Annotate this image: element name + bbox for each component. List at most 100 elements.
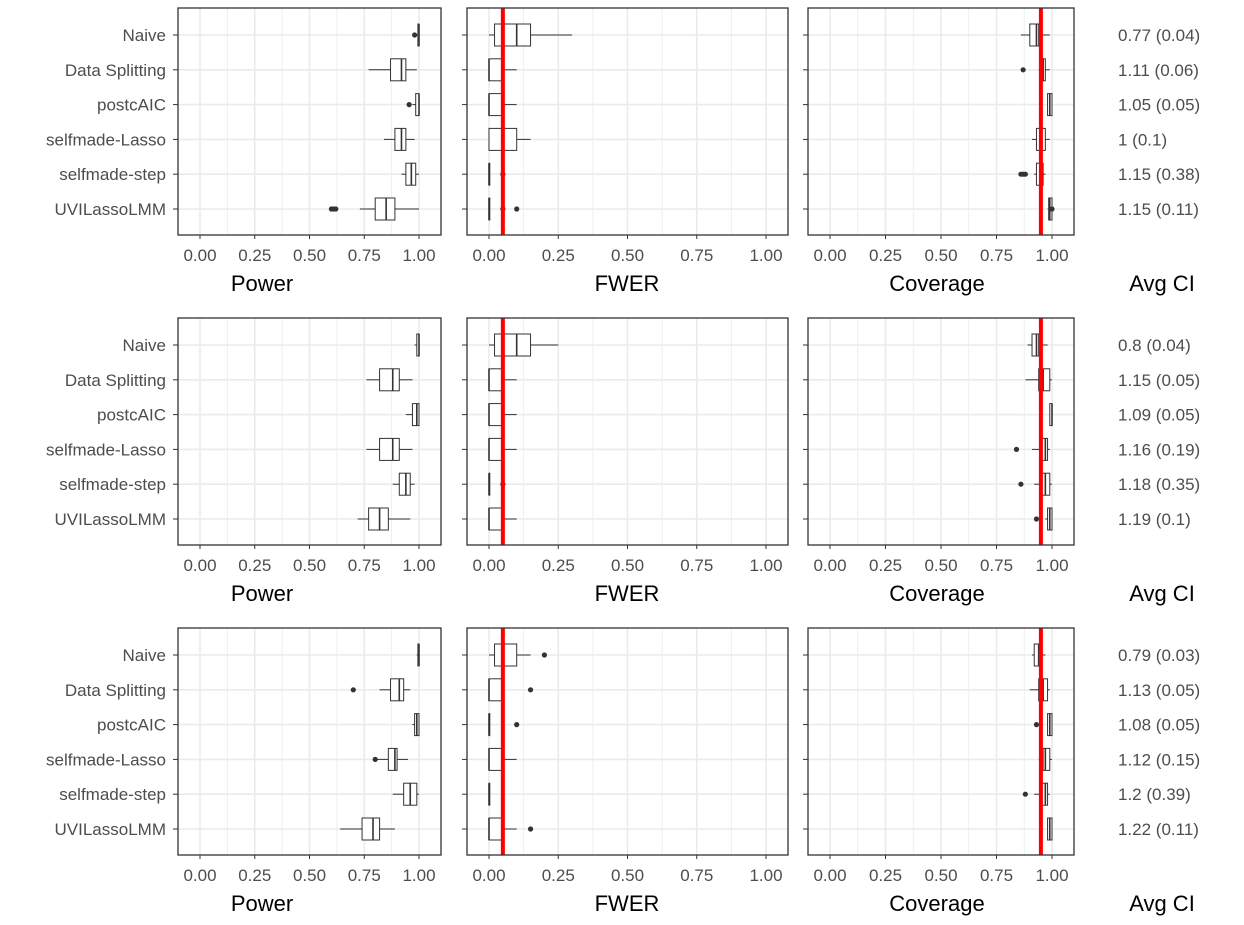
x-tick-label: 0.75: [348, 866, 381, 885]
outlier-point: [541, 652, 548, 658]
x-tick-label: 0.75: [680, 246, 713, 265]
box: [1042, 747, 1051, 771]
box: [361, 817, 381, 841]
outlier-point: [1013, 446, 1020, 452]
avg-ci-value: 1.15 (0.11): [1118, 200, 1199, 219]
x-tick-label: 0.75: [980, 866, 1013, 885]
x-tick-label: 0.75: [348, 556, 381, 575]
x-tick-label: 1.00: [402, 866, 435, 885]
x-tick-label: 1.00: [1035, 246, 1068, 265]
x-tick-label: 1.00: [1035, 866, 1068, 885]
box: [1038, 368, 1051, 392]
method-label: Naive: [123, 26, 166, 45]
outlier-point: [406, 102, 412, 108]
outlier-point: [372, 756, 378, 763]
box: [368, 507, 389, 531]
x-tick-label: 0.00: [472, 556, 505, 575]
x-tick-label: 0.25: [542, 866, 575, 885]
box: [387, 747, 398, 771]
method-label: selfmade-Lasso: [46, 750, 166, 769]
box: [488, 507, 504, 531]
box: [494, 23, 532, 47]
x-tick-label: 0.75: [680, 556, 713, 575]
outlier-point: [412, 32, 418, 38]
x-tick-label: 1.00: [402, 556, 435, 575]
avg-ci-value: 1 (0.1): [1118, 130, 1167, 149]
x-tick-label: 0.00: [813, 246, 846, 265]
x-tick-label: 0.50: [293, 556, 326, 575]
outlier-point: [514, 722, 520, 728]
x-axis-title: Coverage: [889, 891, 984, 916]
box: [494, 333, 532, 357]
x-axis-title: FWER: [595, 581, 660, 606]
avg-ci-value: 1.15 (0.38): [1118, 165, 1200, 184]
outlier-point: [1022, 171, 1028, 177]
box: [379, 368, 400, 392]
box: [394, 127, 407, 151]
x-tick-label: 0.25: [238, 556, 271, 575]
x-tick-label: 0.00: [183, 246, 216, 265]
method-label: Data Splitting: [65, 61, 166, 80]
method-label: Data Splitting: [65, 371, 166, 390]
x-axis-title: Coverage: [889, 271, 984, 296]
method-label: UVILassoLMM: [55, 200, 166, 219]
method-label: postcAIC: [97, 716, 166, 735]
x-axis-title: FWER: [595, 891, 660, 916]
x-tick-label: 0.50: [611, 556, 644, 575]
method-label: selfmade-step: [59, 475, 166, 494]
avg-ci-value: 1.13 (0.05): [1118, 681, 1200, 700]
method-label: UVILassoLMM: [55, 820, 166, 839]
x-axis-title: Avg CI: [1129, 891, 1195, 916]
box: [488, 678, 504, 702]
box: [411, 403, 420, 427]
method-label: selfmade-step: [59, 165, 166, 184]
outlier-point: [1018, 481, 1024, 487]
outlier-point: [1022, 791, 1028, 797]
x-tick-label: 0.00: [183, 866, 216, 885]
x-tick-label: 1.00: [749, 556, 782, 575]
outlier-point: [1049, 206, 1055, 212]
x-tick-label: 0.75: [980, 556, 1013, 575]
avg-ci-value: 1.05 (0.05): [1118, 96, 1200, 115]
x-tick-label: 0.25: [869, 556, 902, 575]
x-tick-label: 0.75: [348, 246, 381, 265]
avg-ci-value: 1.11 (0.06): [1118, 61, 1199, 80]
x-tick-label: 0.25: [869, 246, 902, 265]
outlier-point: [1033, 516, 1040, 522]
avg-ci-value: 1.18 (0.35): [1118, 475, 1200, 494]
method-label: Naive: [123, 336, 166, 355]
x-axis-title: Coverage: [889, 581, 984, 606]
avg-ci-value: 1.2 (0.39): [1118, 785, 1191, 804]
x-tick-label: 0.50: [611, 246, 644, 265]
box: [488, 368, 504, 392]
x-tick-label: 1.00: [749, 246, 782, 265]
box: [374, 197, 396, 221]
avg-ci-value: 1.22 (0.11): [1118, 820, 1199, 839]
x-tick-label: 0.75: [980, 246, 1013, 265]
method-label: selfmade-step: [59, 785, 166, 804]
x-tick-label: 0.00: [472, 866, 505, 885]
outlier-point: [527, 826, 534, 832]
avg-ci-value: 1.12 (0.15): [1118, 750, 1200, 769]
x-tick-label: 0.50: [611, 866, 644, 885]
method-label: selfmade-Lasso: [46, 130, 166, 149]
x-tick-label: 0.50: [293, 246, 326, 265]
outlier-point: [1033, 722, 1040, 728]
x-tick-label: 0.00: [813, 866, 846, 885]
box: [390, 58, 407, 82]
x-axis-title: Avg CI: [1129, 581, 1195, 606]
avg-ci-value: 1.08 (0.05): [1118, 716, 1200, 735]
x-axis-title: Avg CI: [1129, 271, 1195, 296]
x-tick-label: 0.25: [542, 246, 575, 265]
outlier-point: [527, 687, 534, 693]
box: [488, 93, 504, 117]
x-tick-label: 0.00: [183, 556, 216, 575]
outlier-point: [1020, 67, 1026, 73]
avg-ci-value: 0.77 (0.04): [1118, 26, 1200, 45]
box: [488, 437, 504, 461]
method-label: postcAIC: [97, 96, 166, 115]
box: [488, 817, 504, 841]
x-axis-title: Power: [231, 271, 293, 296]
